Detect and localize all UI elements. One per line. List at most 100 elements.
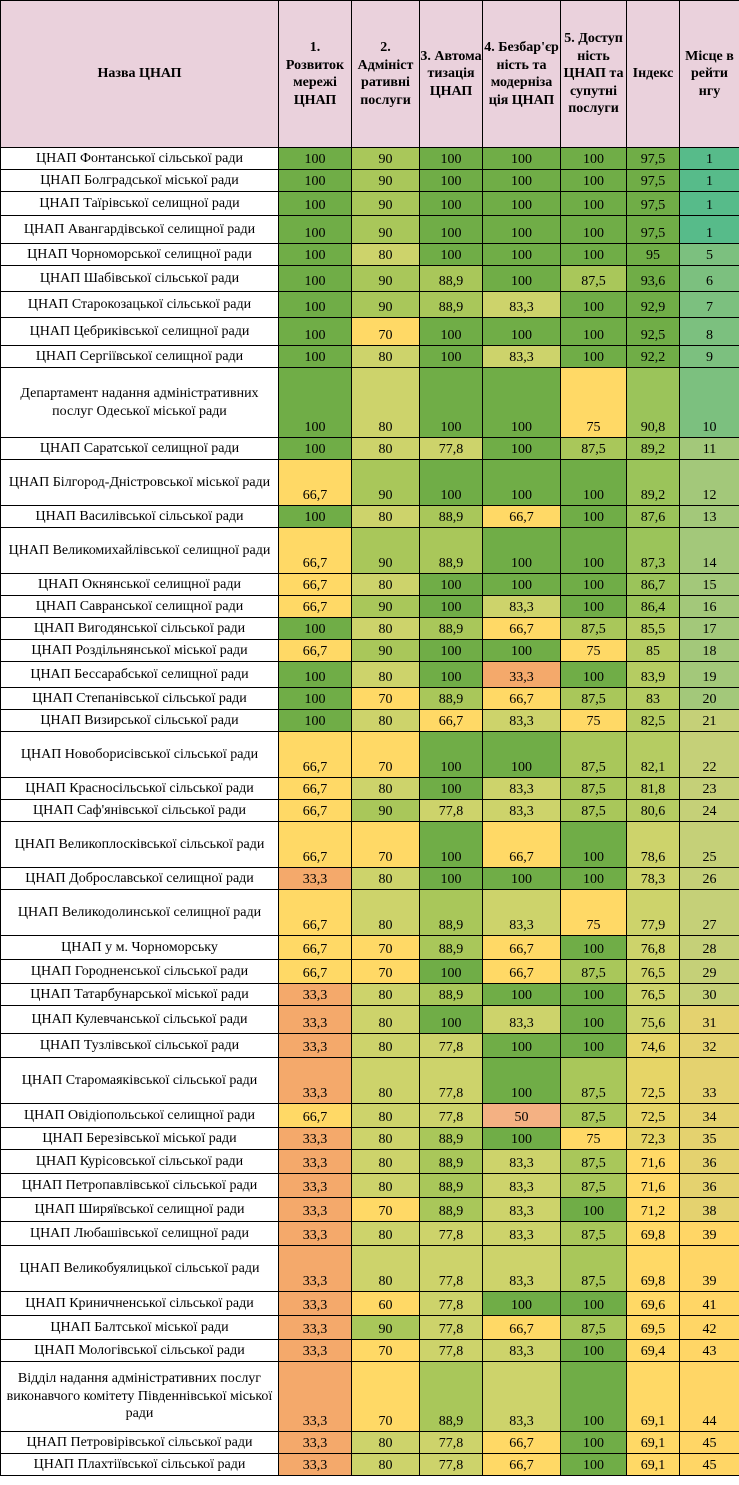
table-row: ЦНАП Вигодянської сільської ради 100 80 88,…: [0, 617, 739, 640]
score-c3: 100: [419, 317, 483, 346]
cnap-name: ЦНАП Доброславської селищної ради: [0, 867, 279, 890]
score-c3: 100: [419, 147, 483, 170]
score-c2: 90: [351, 191, 420, 216]
table-row: ЦНАП Новоборисівської сільської ради 66,7…: [0, 731, 739, 778]
score-c3: 100: [419, 243, 483, 266]
table-row: ЦНАП Визирської сільської ради 100 80 66,7 8…: [0, 709, 739, 732]
index-value: 74,6: [626, 1033, 680, 1058]
index-value: 87,6: [626, 505, 680, 528]
score-c4: 83,3: [482, 1221, 561, 1246]
index-value: 69,1: [626, 1431, 680, 1454]
score-c3: 100: [419, 459, 483, 506]
rank-value: 42: [679, 1315, 739, 1340]
cnap-name: ЦНАП Старомаяківської сільської ради: [0, 1057, 279, 1104]
score-c4: 100: [482, 459, 561, 506]
index-value: 71,6: [626, 1173, 680, 1198]
score-c3: 77,8: [419, 1291, 483, 1316]
score-c3: 88,9: [419, 1127, 483, 1150]
score-c2: 80: [351, 617, 420, 640]
score-c3: 77,8: [419, 1103, 483, 1128]
cnap-name: ЦНАП Окнянської селищної ради: [0, 573, 279, 596]
rank-value: 22: [679, 731, 739, 778]
index-value: 92,5: [626, 317, 680, 346]
score-c1: 33,3: [278, 1057, 352, 1104]
rank-value: 43: [679, 1339, 739, 1362]
rank-value: 33: [679, 1057, 739, 1104]
cnap-name: ЦНАП Ширяївської селищної ради: [0, 1197, 279, 1222]
table-body: ЦНАП Фонтанської сільської ради 100 90 100 1…: [0, 147, 739, 1476]
cnap-name: ЦНАП Великобуялицької сільської ради: [0, 1245, 279, 1292]
table-row: ЦНАП Бессарабської селищної ради 100 80 100…: [0, 661, 739, 688]
score-c2: 80: [351, 709, 420, 732]
index-value: 72,3: [626, 1127, 680, 1150]
score-c4: 100: [482, 437, 561, 460]
score-c1: 66,7: [278, 799, 352, 822]
table-row: ЦНАП Саф'янівської сільської ради 66,7 90 7…: [0, 799, 739, 822]
score-c5: 75: [560, 889, 627, 936]
table-row: ЦНАП Савранської селищної ради 66,7 90 100 8…: [0, 595, 739, 618]
index-value: 90,8: [626, 367, 680, 438]
table-row: ЦНАП Березівської міської ради 33,3 80 88,9…: [0, 1127, 739, 1150]
score-c1: 33,3: [278, 1245, 352, 1292]
score-c4: 66,7: [482, 1453, 561, 1476]
cnap-name: ЦНАП Любашівської селищної ради: [0, 1221, 279, 1246]
score-c1: 33,3: [278, 1361, 352, 1432]
score-c1: 100: [278, 215, 352, 244]
cnap-name: ЦНАП Кулевчанської сільської ради: [0, 1005, 279, 1034]
table-row: Департамент надання адміністративних пос…: [0, 367, 739, 438]
table-row: ЦНАП Болградської міської ради 100 90 100 10…: [0, 169, 739, 192]
score-c1: 100: [278, 687, 352, 710]
cnap-name: ЦНАП Великодолинської селищної ради: [0, 889, 279, 936]
score-c2: 90: [351, 1315, 420, 1340]
cnap-name: ЦНАП Плахтіївської сільської ради: [0, 1453, 279, 1476]
rank-value: 18: [679, 639, 739, 662]
score-c1: 66,7: [278, 889, 352, 936]
rank-value: 12: [679, 459, 739, 506]
score-c5: 87,5: [560, 437, 627, 460]
table-row: ЦНАП Плахтіївської сільської ради 33,3 80 7…: [0, 1453, 739, 1476]
rank-value: 41: [679, 1291, 739, 1316]
rank-value: 6: [679, 265, 739, 292]
score-c2: 80: [351, 1453, 420, 1476]
score-c3: 88,9: [419, 505, 483, 528]
score-c1: 33,3: [278, 1315, 352, 1340]
score-c1: 100: [278, 617, 352, 640]
header-name: Назва ЦНАП: [0, 0, 279, 148]
rank-value: 1: [679, 169, 739, 192]
score-c5: 100: [560, 983, 627, 1006]
table-row: ЦНАП Великомихайлівської селищної ради 66…: [0, 527, 739, 574]
index-value: 83: [626, 687, 680, 710]
cnap-name: ЦНАП Василівської сільської ради: [0, 505, 279, 528]
cnap-name: ЦНАП Вигодянської сільської ради: [0, 617, 279, 640]
table-row: ЦНАП Степанівської сільської ради 100 70 88…: [0, 687, 739, 710]
table-row: ЦНАП Старомаяківської сільської ради 33,3…: [0, 1057, 739, 1104]
rank-value: 1: [679, 215, 739, 244]
score-c3: 100: [419, 345, 483, 368]
score-c1: 100: [278, 709, 352, 732]
score-c3: 77,8: [419, 1339, 483, 1362]
score-c5: 100: [560, 505, 627, 528]
rank-value: 27: [679, 889, 739, 936]
score-c1: 33,3: [278, 1127, 352, 1150]
table-row: ЦНАП Петровірівської сільської ради 33,3 8…: [0, 1431, 739, 1454]
score-c5: 75: [560, 639, 627, 662]
cnap-name: ЦНАП Болградської міської ради: [0, 169, 279, 192]
score-c2: 80: [351, 1057, 420, 1104]
score-c1: 33,3: [278, 1431, 352, 1454]
score-c3: 100: [419, 777, 483, 800]
score-c1: 33,3: [278, 1291, 352, 1316]
table-row: ЦНАП Шабівської сільської ради 100 90 88,9 1…: [0, 265, 739, 292]
header-network: 1. Розвиток мережі ЦНАП: [278, 0, 352, 148]
score-c3: 88,9: [419, 291, 483, 318]
score-c4: 100: [482, 367, 561, 438]
header-rank: Місце в рейти нгу: [679, 0, 739, 148]
score-c3: 100: [419, 639, 483, 662]
rank-value: 45: [679, 1431, 739, 1454]
index-value: 89,2: [626, 437, 680, 460]
score-c5: 75: [560, 367, 627, 438]
score-c3: 100: [419, 821, 483, 868]
score-c1: 66,7: [278, 777, 352, 800]
rank-value: 39: [679, 1245, 739, 1292]
score-c3: 77,8: [419, 1431, 483, 1454]
table-row: ЦНАП Роздільнянської міської ради 66,7 90 1…: [0, 639, 739, 662]
